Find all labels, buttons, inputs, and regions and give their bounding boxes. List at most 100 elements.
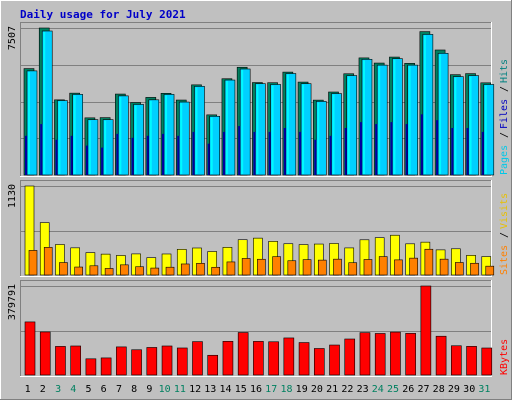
- bar-files-highlight: [165, 95, 168, 174]
- bar-sites: [348, 262, 358, 276]
- bar-files-highlight: [43, 31, 46, 175]
- chart-title: Daily usage for July 2021: [20, 8, 186, 21]
- bar-files-highlight: [408, 66, 411, 174]
- bar-kbytes: [146, 347, 158, 376]
- legend-separator: /: [499, 232, 510, 238]
- bar-files-highlight: [423, 35, 426, 174]
- bar-pages: [405, 124, 408, 175]
- x-tick-label: 13: [204, 384, 216, 395]
- bar-sites: [272, 256, 281, 276]
- bar-pages: [162, 133, 165, 175]
- bar-pages: [101, 147, 104, 175]
- bar-pages: [85, 145, 88, 175]
- bar-files: [102, 119, 114, 176]
- panel-visits-sites: 1130 Sites / Visits: [7, 180, 510, 277]
- bar-files-highlight: [378, 66, 381, 174]
- bar-files-highlight: [286, 74, 289, 174]
- bar-sites: [150, 267, 160, 276]
- bar-files: [453, 76, 464, 176]
- bar-files-highlight: [454, 77, 457, 174]
- bar-files: [194, 86, 205, 176]
- bar-sites: [317, 259, 327, 276]
- bar-sites: [120, 264, 129, 276]
- bar-pages: [40, 124, 43, 175]
- x-tick-label: 28: [433, 384, 445, 395]
- bar-sites: [302, 259, 312, 276]
- x-tick-label: 1: [25, 384, 31, 395]
- bar-kbytes: [207, 354, 219, 376]
- bar-sites: [211, 266, 221, 276]
- legend-separator: /: [499, 86, 510, 92]
- bar-files: [300, 83, 312, 176]
- bar-pages: [192, 131, 195, 175]
- x-tick-label: 22: [341, 384, 353, 395]
- bar-files: [72, 94, 83, 176]
- bar-pages: [451, 128, 454, 175]
- bar-files-highlight: [180, 103, 183, 174]
- bar-sites: [470, 262, 479, 276]
- panel-max-label: 7507: [7, 26, 18, 50]
- bar-sites: [333, 258, 342, 276]
- panel-kbytes: 379791 KBytes: [7, 280, 510, 377]
- bar-files: [422, 34, 434, 176]
- bar-kbytes: [161, 345, 173, 376]
- bar-pages: [222, 131, 225, 175]
- x-tick-label: 12: [189, 384, 201, 395]
- x-tick-label: 21: [326, 384, 338, 395]
- legend-kbytes: KBytes: [499, 339, 510, 375]
- x-tick-label: 31: [478, 384, 490, 395]
- bar-pages: [116, 133, 119, 175]
- bar-pages: [25, 135, 27, 175]
- bar-files: [41, 30, 53, 176]
- bar-files: [392, 58, 403, 176]
- bar-files: [270, 84, 281, 176]
- x-tick-label: 26: [402, 384, 414, 395]
- bar-kbytes: [24, 321, 36, 376]
- x-tick-label: 17: [265, 384, 277, 395]
- x-tick-label: 27: [417, 384, 429, 395]
- x-tick-label: 2: [40, 384, 46, 395]
- bar-kbytes: [466, 346, 477, 376]
- bar-pages: [207, 143, 210, 175]
- bar-files-highlight: [271, 85, 274, 174]
- bar-sites: [135, 266, 144, 276]
- bar-files: [239, 68, 251, 176]
- bar-files: [468, 75, 479, 176]
- bar-kbytes: [420, 285, 432, 376]
- bar-sites: [241, 258, 251, 276]
- legend-sites: Sites: [499, 245, 510, 275]
- bar-kbytes: [192, 341, 203, 376]
- bar-kbytes: [237, 332, 249, 376]
- bar-sites: [226, 261, 236, 276]
- bar-files-highlight: [302, 84, 305, 174]
- bar-pages: [390, 122, 393, 175]
- bar-files-highlight: [484, 85, 487, 174]
- panel-legend: Sites / Visits: [499, 193, 510, 275]
- bar-files-highlight: [256, 84, 259, 174]
- bar-kbytes: [451, 345, 462, 376]
- bar-files: [331, 93, 342, 176]
- x-tick-label: 14: [219, 384, 231, 395]
- panel-max-label: 379791: [7, 284, 18, 320]
- bar-kbytes: [176, 347, 188, 376]
- bar-sites: [287, 260, 297, 276]
- bar-kbytes: [298, 342, 310, 376]
- bar-sites: [196, 263, 205, 276]
- bar-files: [255, 83, 266, 176]
- bar-files: [285, 73, 297, 176]
- bar-pages: [55, 139, 58, 175]
- bar-pages: [359, 122, 362, 175]
- panel-legend: KBytes: [499, 339, 510, 375]
- bar-files: [346, 75, 358, 176]
- x-tick-label: 11: [174, 384, 186, 395]
- bar-kbytes: [344, 338, 356, 376]
- bar-kbytes: [39, 331, 51, 376]
- bar-pages: [131, 137, 134, 175]
- bar-kbytes: [405, 333, 416, 376]
- bar-files-highlight: [439, 54, 442, 174]
- bar-pages: [436, 120, 439, 175]
- x-tick-label: 29: [448, 384, 460, 395]
- x-tick-label: 7: [116, 384, 122, 395]
- bar-sites: [28, 250, 38, 276]
